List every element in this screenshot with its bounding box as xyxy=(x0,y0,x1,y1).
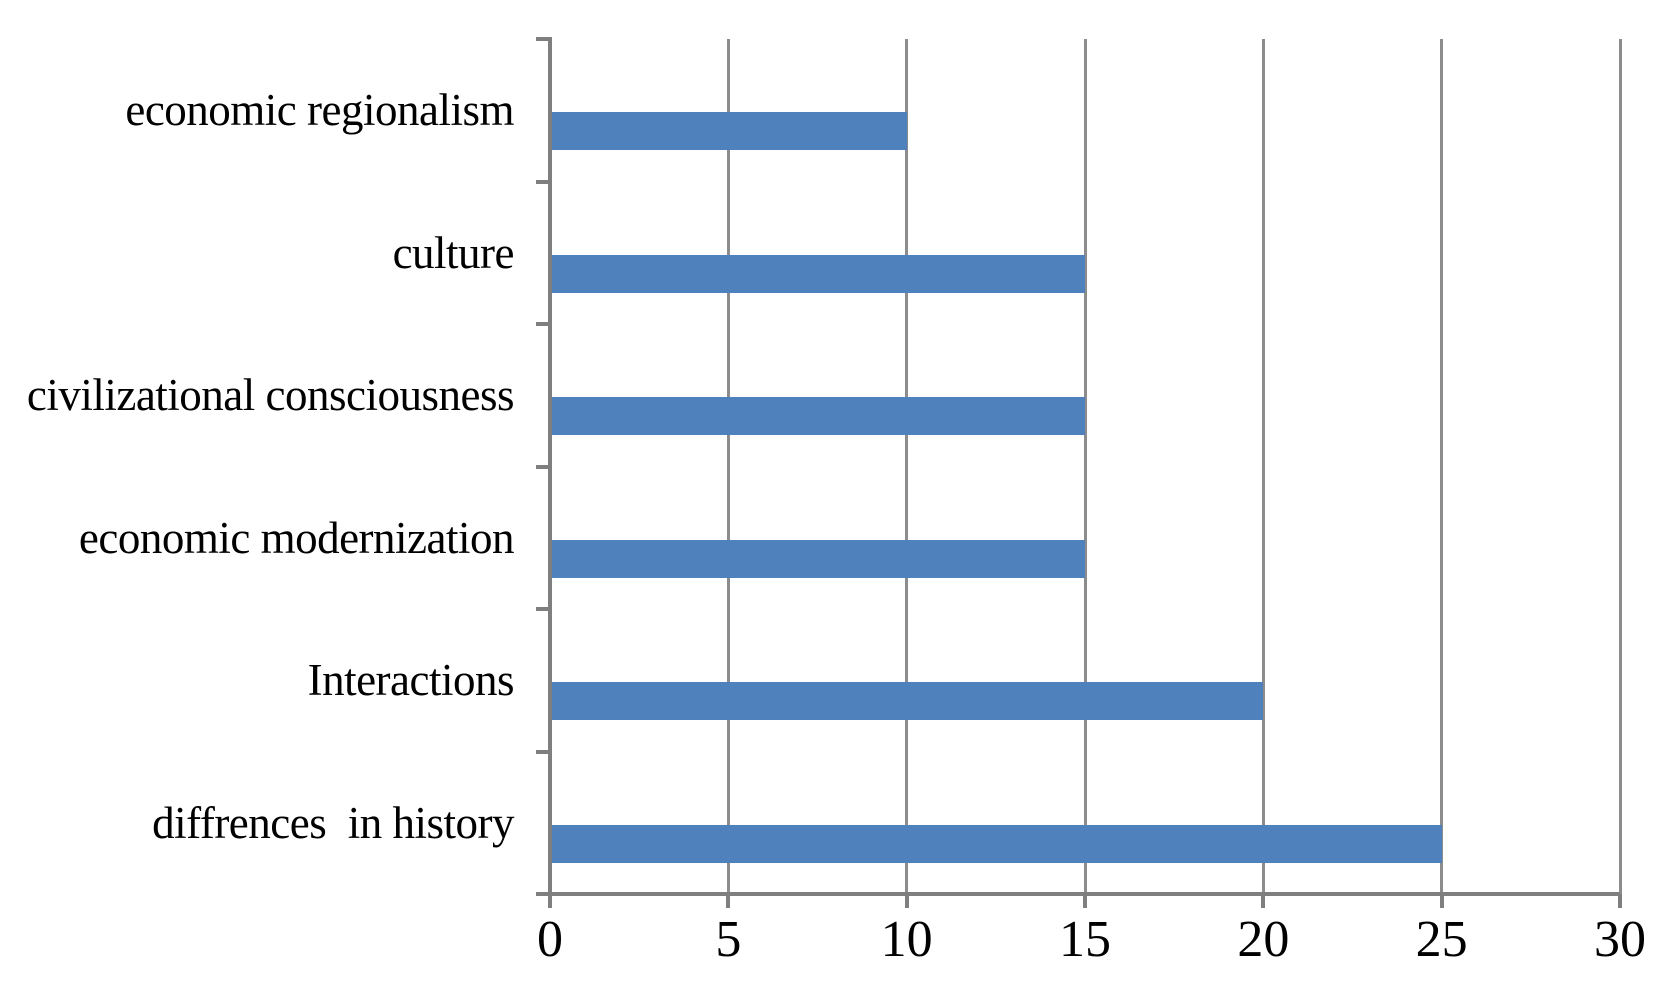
vertical-gridline xyxy=(1618,39,1622,894)
bar-1 xyxy=(552,254,1085,293)
vertical-gridline xyxy=(1083,39,1087,894)
y-axis-tick xyxy=(536,179,550,184)
x-axis-tick xyxy=(1439,894,1444,908)
category-label-1: culture xyxy=(392,227,515,278)
x-tick-label-25: 25 xyxy=(1415,911,1468,968)
bar-3 xyxy=(552,539,1085,578)
category-label-4: Interactions xyxy=(307,655,515,706)
category-label-0: economic regionalism xyxy=(125,85,514,136)
vertical-gridline xyxy=(726,39,730,894)
y-axis-tick xyxy=(536,892,550,896)
vertical-gridline xyxy=(1440,39,1444,894)
y-axis-tick xyxy=(536,37,550,41)
x-tick-label-10: 10 xyxy=(880,911,933,968)
category-label-5: diffrences in history xyxy=(152,797,514,848)
y-axis-tick xyxy=(536,607,550,611)
x-axis-tick xyxy=(1261,894,1266,908)
x-tick-label-15: 15 xyxy=(1059,911,1111,968)
bar-0 xyxy=(552,112,907,150)
y-axis-line xyxy=(548,37,552,896)
x-axis-tick xyxy=(904,894,909,908)
x-axis-tick xyxy=(1618,894,1622,908)
y-axis-tick xyxy=(536,749,550,754)
x-tick-label-5: 5 xyxy=(715,911,742,968)
category-label-3: economic modernization xyxy=(78,512,515,563)
x-axis-tick xyxy=(1083,894,1087,908)
vertical-gridline xyxy=(905,39,909,894)
x-tick-label-30: 30 xyxy=(1594,911,1646,968)
category-label-2: civilizational consciousness xyxy=(26,370,515,421)
x-tick-label-0: 0 xyxy=(537,911,563,968)
x-tick-label-20: 20 xyxy=(1237,911,1290,968)
vertical-gridline xyxy=(1261,39,1265,894)
y-axis-tick xyxy=(536,322,550,326)
y-axis-tick xyxy=(536,464,550,469)
bar-5 xyxy=(552,824,1442,863)
x-axis-tick xyxy=(548,894,552,908)
bar-4 xyxy=(552,682,1264,720)
bar-2 xyxy=(552,397,1085,435)
x-axis-tick xyxy=(726,894,731,908)
